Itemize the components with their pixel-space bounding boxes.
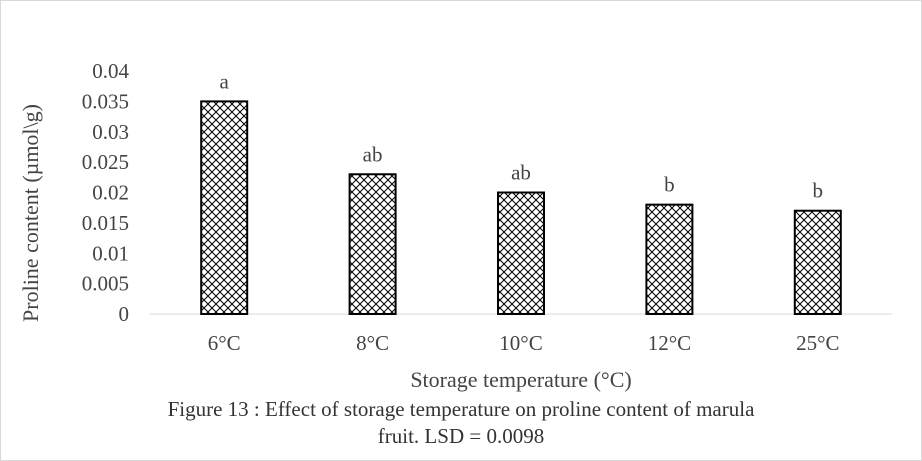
bars	[200, 100, 842, 316]
x-tick-label: 12°C	[648, 331, 691, 355]
bar-significance-labels: a ab ab b b	[220, 69, 824, 202]
y-tick-label: 0.025	[82, 150, 129, 174]
y-tick-label: 0	[119, 302, 130, 326]
y-axis-label: Proline content (µmol\g)	[18, 104, 43, 322]
figure-caption: Figure 13 : Effect of storage temperatur…	[0, 396, 922, 450]
y-tick-label: 0.035	[82, 89, 129, 113]
caption-line-1: Figure 13 : Effect of storage temperatur…	[167, 397, 755, 421]
y-axis-tick-labels: 0 0.005 0.01 0.015 0.02 0.025 0.03 0.035 0.04	[82, 59, 130, 326]
x-tick-label: 6°C	[208, 331, 241, 355]
x-axis-tick-labels: 6°C 8°C 10°C 12°C 25°C	[208, 331, 840, 355]
y-tick-label: 0.02	[92, 181, 129, 205]
y-tick-label: 0.03	[92, 120, 129, 144]
x-tick-label: 10°C	[499, 331, 542, 355]
bar	[348, 173, 397, 315]
x-tick-label: 8°C	[356, 331, 389, 355]
y-tick-label: 0.005	[82, 272, 129, 296]
bar-label: ab	[511, 161, 531, 185]
bar-label: a	[220, 69, 230, 93]
bar	[793, 209, 842, 316]
x-tick-label: 25°C	[796, 331, 839, 355]
x-axis-label: Storage temperature (°C)	[410, 367, 631, 392]
bar-label: b	[813, 179, 824, 203]
y-tick-label: 0.015	[82, 211, 129, 235]
y-tick-label: 0.01	[92, 241, 129, 265]
caption-line-2: fruit. LSD = 0.0098	[377, 424, 545, 448]
bar-label: b	[664, 173, 675, 197]
bar	[497, 191, 545, 315]
bar	[200, 100, 249, 315]
bar	[645, 203, 694, 315]
y-tick-label: 0.04	[92, 59, 129, 83]
bar-label: ab	[363, 142, 383, 166]
